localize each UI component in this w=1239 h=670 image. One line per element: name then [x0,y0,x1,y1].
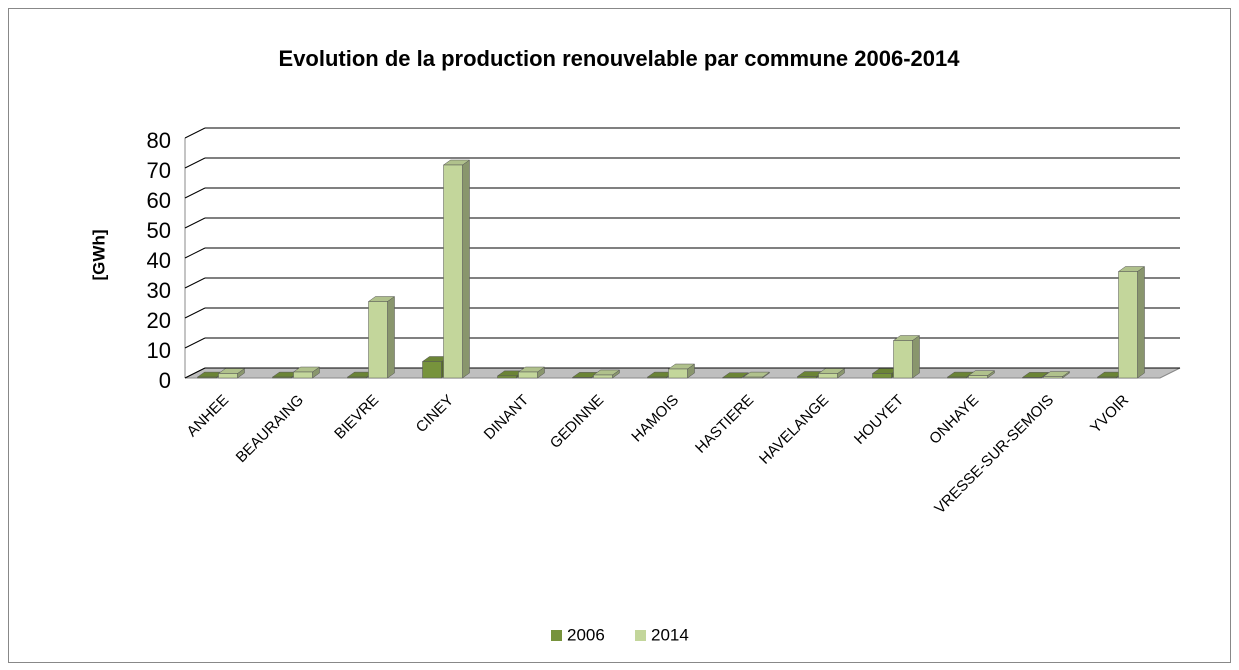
bar [347,376,367,379]
bar [947,376,967,379]
chart-title: Evolution de la production renouvelable … [279,46,961,71]
bar [368,301,388,379]
grid-line [184,187,206,199]
bar [572,377,592,379]
y-tick-label: 30 [147,278,171,303]
grid-line [184,217,206,229]
grid-line [184,367,206,379]
bar [647,376,667,379]
bar [443,164,463,379]
y-tick-label: 10 [147,338,171,363]
bar-side [912,335,920,379]
bar-side [462,159,470,379]
bar [1097,376,1117,379]
bar [293,371,313,379]
grid-line [184,307,206,319]
legend-swatch [635,630,646,641]
grid-line [184,337,206,349]
bar [797,376,817,379]
bar [197,376,217,379]
bar [497,375,517,379]
bar [968,375,988,379]
bar [272,376,292,379]
grid-line [184,127,206,139]
bar [818,373,838,379]
y-tick-label: 40 [147,248,171,273]
y-tick-label: 50 [147,218,171,243]
legend-swatch [551,630,562,641]
bar [422,361,442,379]
bar-side [387,296,395,379]
legend-label: 2006 [567,625,605,644]
y-tick-label: 70 [147,158,171,183]
bar-side [1137,266,1145,379]
grid-line [184,247,206,259]
bar [872,373,892,379]
y-tick-label: 60 [147,188,171,213]
bar [668,368,688,379]
bar [593,374,613,379]
bar [1118,271,1138,379]
chart-frame [8,8,1231,663]
grid-line [184,157,206,169]
bar [218,373,238,379]
y-axis-label: [GWh] [89,230,108,281]
y-tick-label: 80 [147,128,171,153]
y-tick-label: 20 [147,308,171,333]
y-tick-label: 0 [159,368,171,393]
grid-line [184,277,206,289]
bar [1022,377,1042,379]
bar [893,340,913,379]
bar [1043,376,1063,379]
bar [743,376,763,379]
legend-label: 2014 [651,625,689,644]
bar [518,371,538,379]
